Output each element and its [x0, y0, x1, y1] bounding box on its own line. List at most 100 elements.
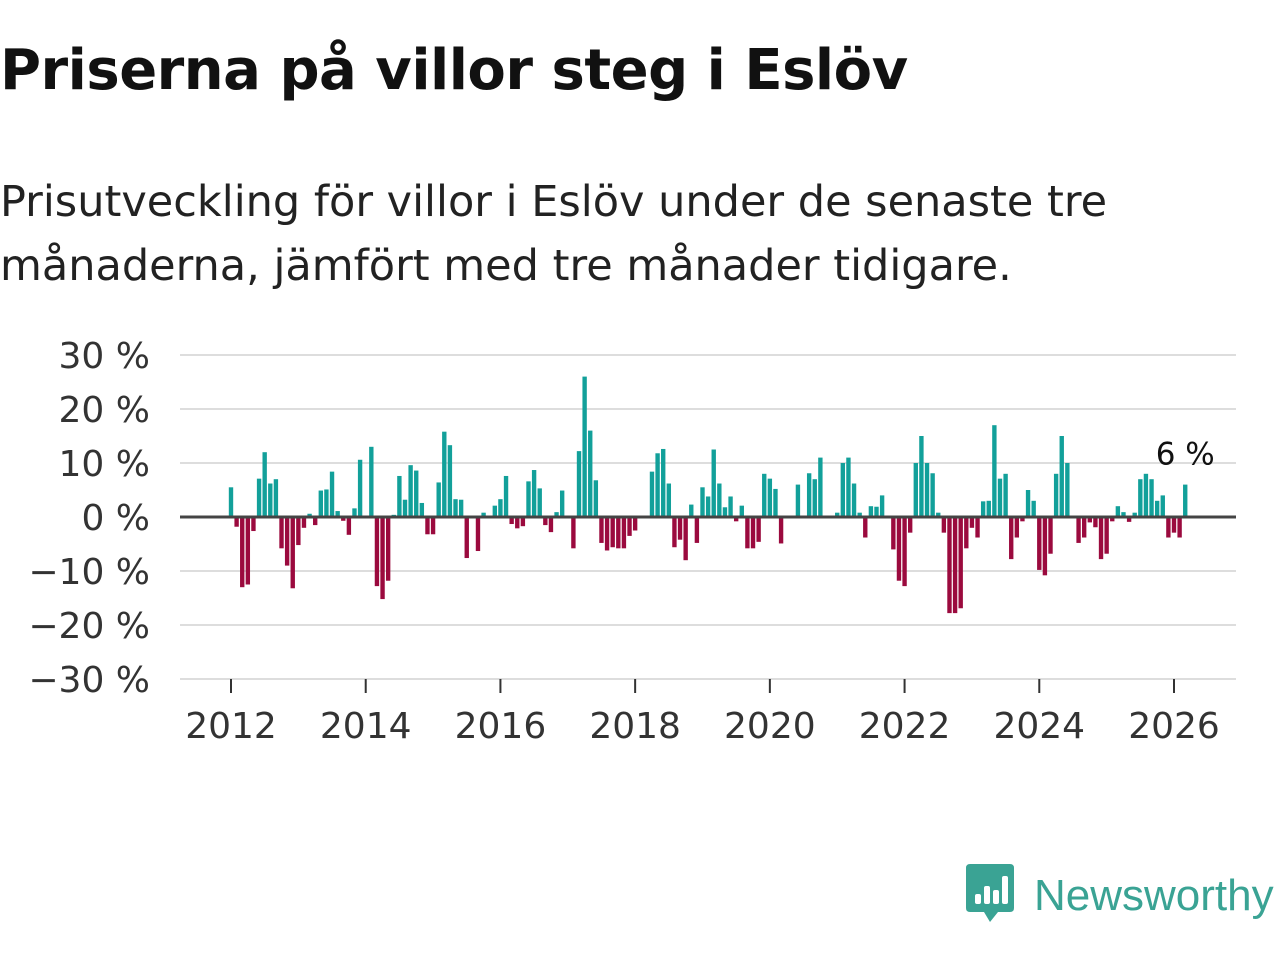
- bar: [1160, 495, 1165, 517]
- bar: [694, 517, 700, 543]
- bar: [941, 517, 947, 533]
- bar: [447, 445, 453, 517]
- bar: [397, 475, 402, 517]
- bar: [1132, 512, 1137, 517]
- bar: [818, 457, 823, 517]
- bar: [947, 517, 952, 614]
- bar: [689, 504, 694, 517]
- bar: [863, 517, 868, 538]
- bar: [1138, 479, 1143, 517]
- bar: [1003, 473, 1008, 517]
- bar: [492, 505, 498, 517]
- bar: [913, 463, 918, 517]
- bar: [1053, 473, 1059, 517]
- y-tick-label: 10 %: [59, 444, 150, 485]
- bar: [251, 517, 256, 532]
- bar: [1098, 517, 1104, 560]
- x-tick-label: 2026: [1128, 706, 1220, 747]
- bar: [868, 506, 874, 517]
- bar: [464, 517, 469, 559]
- bar: [245, 517, 251, 585]
- bar: [588, 430, 593, 517]
- bar: [458, 499, 464, 517]
- bar: [964, 517, 969, 549]
- x-tick-label: 2016: [455, 706, 547, 747]
- bar: [627, 517, 632, 536]
- bar: [767, 478, 773, 517]
- bar: [711, 449, 716, 517]
- bar: [992, 425, 997, 517]
- x-tick-label: 2018: [589, 706, 681, 747]
- bar: [997, 478, 1003, 517]
- bar: [969, 517, 975, 528]
- bar: [1126, 517, 1132, 522]
- newsworthy-brand: Newsworthy: [964, 864, 1274, 928]
- bar: [717, 483, 722, 517]
- bar: [1076, 517, 1081, 543]
- bar: [896, 517, 902, 581]
- bar: [273, 479, 279, 517]
- bar: [907, 517, 913, 533]
- bar: [341, 517, 346, 521]
- y-tick-label: −30 %: [28, 660, 150, 701]
- bar: [980, 501, 986, 517]
- bar: [902, 517, 907, 587]
- bars: [228, 376, 1188, 614]
- bar: [891, 517, 896, 550]
- bar: [234, 517, 239, 527]
- bar: [509, 517, 514, 525]
- bar: [481, 512, 486, 517]
- bar: [520, 517, 526, 527]
- bar: [414, 470, 419, 517]
- bar: [408, 465, 413, 517]
- bar: [296, 517, 301, 546]
- bar: [616, 517, 621, 549]
- bar: [705, 496, 711, 517]
- bar: [1121, 512, 1126, 517]
- bar: [733, 517, 739, 522]
- bar: [812, 479, 817, 517]
- bar: [1143, 473, 1149, 517]
- bar: [503, 475, 509, 517]
- bar: [762, 473, 767, 517]
- bar: [240, 517, 245, 588]
- bar: [369, 446, 374, 517]
- bar: [559, 490, 565, 517]
- bar: [357, 459, 363, 517]
- y-tick-label: 0 %: [81, 498, 150, 539]
- axes: 30 % 20 % 10 % 0 % −10 % −20 % −30 % 2012 2014 20…: [28, 336, 1219, 747]
- bar: [879, 495, 885, 517]
- bar: [576, 451, 582, 517]
- bar: [1115, 506, 1121, 517]
- bar: [599, 517, 604, 543]
- bar: [756, 517, 761, 542]
- bar: [1082, 517, 1087, 538]
- bar: [374, 517, 380, 587]
- bar: [655, 453, 660, 517]
- bar: [537, 488, 542, 517]
- bar: [1048, 517, 1053, 554]
- bar: [806, 473, 812, 517]
- bar: [795, 484, 801, 517]
- bar: [666, 483, 672, 517]
- bar: [621, 517, 627, 549]
- x-tick-label: 2022: [859, 706, 951, 747]
- bar: [610, 517, 615, 548]
- bar: [919, 436, 924, 517]
- bar: [284, 517, 290, 566]
- bar: [262, 452, 267, 517]
- bar: [1183, 484, 1188, 517]
- bar: [402, 499, 408, 517]
- bar: [677, 517, 683, 540]
- bar: [1154, 500, 1160, 517]
- bar: [1031, 500, 1036, 517]
- bar: [773, 488, 778, 517]
- bar: [835, 512, 840, 517]
- y-tick-label: −10 %: [28, 552, 150, 593]
- bar: [498, 499, 503, 517]
- x-tick-label: 2020: [724, 706, 816, 747]
- bar: [582, 376, 587, 517]
- bar: [313, 517, 318, 526]
- bar: [442, 431, 447, 517]
- y-tick-label: −20 %: [28, 606, 150, 647]
